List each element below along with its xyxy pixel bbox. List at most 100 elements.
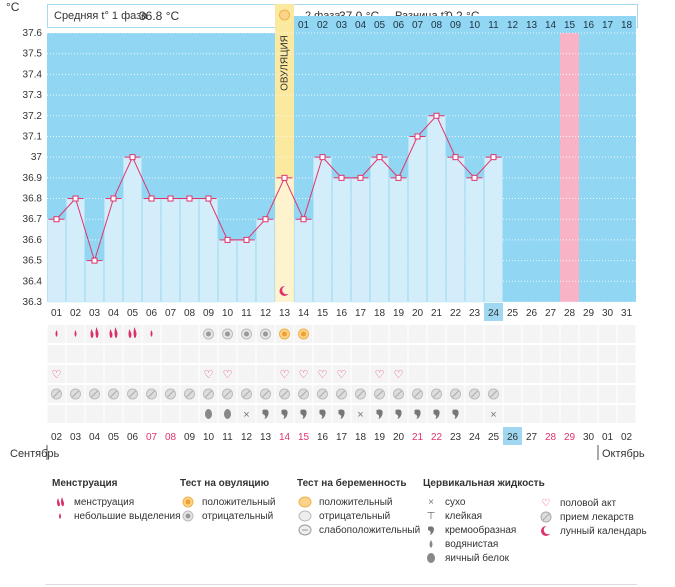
temperature-point (433, 112, 440, 119)
heart-icon: ♡ (375, 369, 385, 381)
marker-cell (47, 365, 66, 383)
marker-cell (85, 325, 104, 343)
legend-item: яичный белок (445, 552, 510, 564)
spotting-icon (55, 330, 58, 337)
temperature-bar (446, 156, 465, 303)
cycle-day-label: 13 (279, 308, 291, 319)
today-highlight (484, 303, 503, 321)
marker-cell (218, 345, 237, 363)
pill-line (490, 390, 497, 398)
expected-period-column (560, 16, 579, 302)
sticky-icon: ⊤ (426, 510, 436, 522)
temperature-bar (427, 115, 446, 303)
ovulation-test-dot (206, 331, 211, 337)
temperature-point (53, 216, 60, 223)
marker-cell (294, 365, 313, 383)
marker-cell (123, 405, 142, 423)
marker-cell (522, 325, 541, 343)
temperature-bar (161, 198, 180, 303)
cycle-day-label: 02 (70, 308, 82, 319)
pill-line (452, 390, 459, 398)
legend-item: небольшие выделения (74, 510, 181, 522)
date-label: 07 (146, 432, 158, 443)
marker-cell (503, 365, 522, 383)
temperature-bar (484, 156, 503, 303)
temperature-point (357, 174, 364, 181)
marker-cell (180, 345, 199, 363)
temperature-bar (85, 260, 104, 303)
temperature-point (490, 154, 497, 161)
temperature-point (148, 195, 155, 202)
date-label: 22 (431, 432, 443, 443)
marker-cell (66, 405, 85, 423)
marker-cell (465, 405, 484, 423)
marker-cell (446, 345, 465, 363)
marker-cell (351, 365, 370, 383)
date-label: 03 (70, 432, 82, 443)
post-ovulation-day-label: 13 (526, 20, 538, 31)
pill-line (53, 390, 60, 398)
marker-cell (427, 345, 446, 363)
marker-cell (617, 385, 636, 403)
temperature-point (167, 195, 174, 202)
marker-cell (541, 405, 560, 423)
cycle-day-label: 03 (89, 308, 101, 319)
y-tick-label: 37 (31, 152, 43, 163)
post-ovulation-day-label: 14 (545, 20, 557, 31)
legend-item: клейкая (445, 510, 483, 522)
legend-ovulation-test: Тест на овуляцию положительный отрицател… (180, 478, 275, 523)
marker-cell (522, 365, 541, 383)
pill-line (281, 390, 288, 398)
ovulation-sun-icon (279, 9, 290, 21)
temperature-point (129, 154, 136, 161)
marker-cell (66, 345, 85, 363)
heart-icon: ♡ (337, 369, 347, 381)
marker-cell (579, 345, 598, 363)
marker-cell (484, 345, 503, 363)
creamy-icon (281, 409, 288, 419)
temperature-bar (465, 177, 484, 303)
marker-cell (522, 345, 541, 363)
marker-cell (180, 365, 199, 383)
ovulation-test-dot (263, 331, 268, 337)
egg-white-icon (205, 409, 212, 419)
date-label: 06 (127, 432, 139, 443)
post-ovulation-day-label: 07 (412, 20, 424, 31)
marker-cell (332, 345, 351, 363)
marker-cell (617, 325, 636, 343)
marker-cell (541, 325, 560, 343)
legend-item: водянистая (445, 538, 499, 550)
marker-cell (389, 365, 408, 383)
temperature-point (262, 216, 269, 223)
pill-line (414, 390, 421, 398)
cycle-day-label: 01 (51, 308, 63, 319)
pill-line (72, 390, 79, 398)
marker-cell (617, 405, 636, 423)
temperature-bar (332, 177, 351, 303)
marker-cell (218, 365, 237, 383)
marker-cell (598, 405, 617, 423)
marker-cell (104, 405, 123, 423)
cycle-day-label: 27 (545, 308, 557, 319)
marker-cell (85, 405, 104, 423)
pill-line (300, 390, 307, 398)
pill-line (395, 390, 402, 398)
marker-cell (123, 345, 142, 363)
phase1-label: Средняя t° 1 фаза (54, 10, 148, 22)
marker-cell (560, 405, 579, 423)
marker-cell (465, 365, 484, 383)
creamy-icon (300, 409, 307, 419)
pill-line (243, 390, 250, 398)
marker-cell (541, 365, 560, 383)
legend-item: сухо (445, 496, 466, 508)
pill-line (167, 390, 174, 398)
date-label: 25 (488, 432, 500, 443)
date-label: 26 (507, 432, 519, 443)
post-ovulation-day-label: 06 (393, 20, 405, 31)
marker-cell (465, 345, 484, 363)
marker-cell (598, 365, 617, 383)
cycle-day-label: 26 (526, 308, 538, 319)
phase1-value: 36.8 °C (139, 9, 180, 23)
marker-cell (427, 325, 446, 343)
creamy-icon (433, 409, 440, 419)
